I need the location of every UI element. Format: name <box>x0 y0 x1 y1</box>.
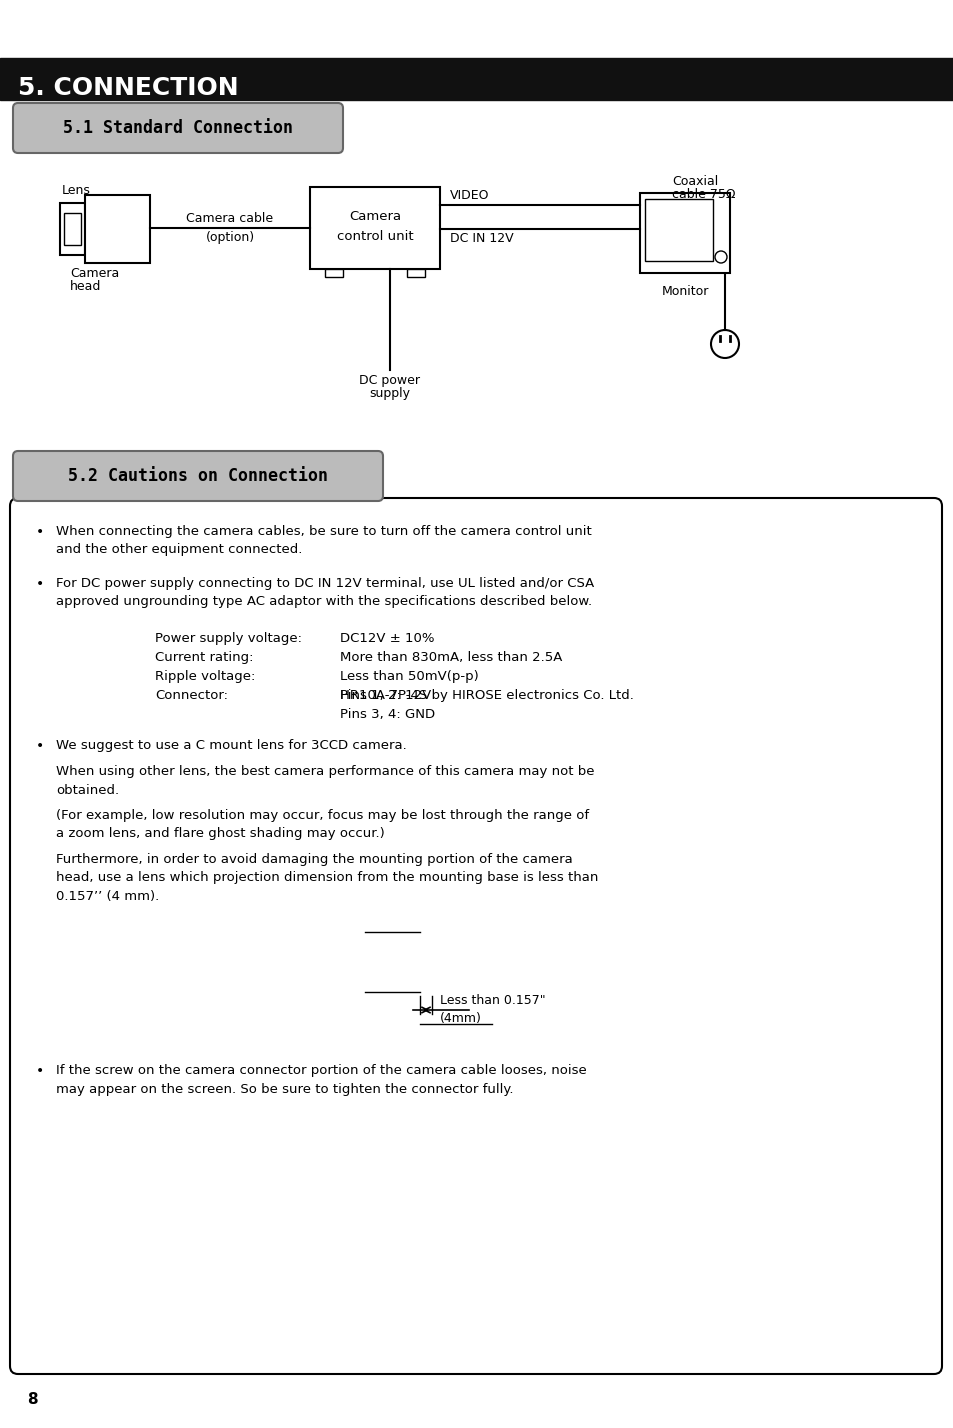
Bar <box>365 932 371 992</box>
Text: 8: 8 <box>27 1392 37 1408</box>
Text: 5. CONNECTION: 5. CONNECTION <box>18 76 238 100</box>
Bar <box>644 198 712 261</box>
Text: •: • <box>36 740 44 753</box>
Text: Ripple voltage:: Ripple voltage: <box>154 670 255 683</box>
Bar <box>372 932 377 992</box>
Text: Camera: Camera <box>349 210 400 224</box>
Text: Coaxial: Coaxial <box>671 176 718 188</box>
Text: •: • <box>36 1064 44 1078</box>
Text: •: • <box>36 577 44 591</box>
Text: head: head <box>70 280 101 293</box>
Text: DC power: DC power <box>359 374 420 387</box>
FancyBboxPatch shape <box>13 103 343 153</box>
Text: (option): (option) <box>205 231 254 244</box>
Bar <box>64 213 81 246</box>
Bar <box>386 932 392 992</box>
Text: Monitor: Monitor <box>660 286 708 298</box>
Bar <box>60 203 85 256</box>
Text: Current rating:: Current rating: <box>154 651 253 664</box>
Text: Pins 3, 4: GND: Pins 3, 4: GND <box>339 708 435 721</box>
Text: Connector:: Connector: <box>154 688 228 703</box>
FancyBboxPatch shape <box>10 498 941 1374</box>
Text: We suggest to use a C mount lens for 3CCD camera.: We suggest to use a C mount lens for 3CC… <box>56 740 406 753</box>
Text: supply: supply <box>369 387 410 400</box>
Text: Camera: Camera <box>70 267 119 280</box>
Text: (4mm): (4mm) <box>439 1012 481 1025</box>
Text: More than 830mA, less than 2.5A: More than 830mA, less than 2.5A <box>339 651 561 664</box>
Text: (For example, low resolution may occur, focus may be lost through the range of
a: (For example, low resolution may occur, … <box>56 810 589 841</box>
Bar <box>407 932 413 992</box>
Text: HR10A-7P-4S by HIROSE electronics Co. Ltd.: HR10A-7P-4S by HIROSE electronics Co. Lt… <box>339 688 633 703</box>
Bar <box>0 59 953 100</box>
Text: Furthermore, in order to avoid damaging the mounting portion of the camera
head,: Furthermore, in order to avoid damaging … <box>56 853 598 902</box>
FancyBboxPatch shape <box>13 451 382 501</box>
Text: Power supply voltage:: Power supply voltage: <box>154 633 302 645</box>
Bar <box>310 187 439 268</box>
Text: •: • <box>36 526 44 538</box>
Text: DC12V ± 10%: DC12V ± 10% <box>339 633 434 645</box>
Bar <box>325 268 343 277</box>
Text: 5.1 Standard Connection: 5.1 Standard Connection <box>63 119 293 137</box>
Bar <box>393 932 398 992</box>
Bar <box>419 948 432 975</box>
Text: VIDEO: VIDEO <box>450 188 489 201</box>
Text: 5.2 Cautions on Connection: 5.2 Cautions on Connection <box>68 467 328 486</box>
Circle shape <box>714 251 726 263</box>
Bar <box>378 932 385 992</box>
Bar <box>85 196 150 263</box>
Text: When connecting the camera cables, be sure to turn off the camera control unit
a: When connecting the camera cables, be su… <box>56 526 591 557</box>
Text: DC IN 12V: DC IN 12V <box>450 231 513 246</box>
Text: Less than 0.157": Less than 0.157" <box>439 994 545 1007</box>
Text: Lens: Lens <box>62 184 91 197</box>
Text: control unit: control unit <box>336 230 413 244</box>
Text: When using other lens, the best camera performance of this camera may not be
obt: When using other lens, the best camera p… <box>56 765 594 797</box>
Text: Less than 50mV(p-p): Less than 50mV(p-p) <box>339 670 478 683</box>
Bar <box>407 268 424 277</box>
Bar <box>399 932 406 992</box>
Text: Camera cable: Camera cable <box>186 211 274 226</box>
Text: Pins 1, 2: 12V: Pins 1, 2: 12V <box>339 688 431 703</box>
Bar <box>639 193 729 273</box>
Bar <box>285 928 365 995</box>
Text: cable 75Ω: cable 75Ω <box>671 188 735 201</box>
Circle shape <box>710 330 739 358</box>
Text: For DC power supply connecting to DC IN 12V terminal, use UL listed and/or CSA
a: For DC power supply connecting to DC IN … <box>56 577 594 608</box>
Text: If the screw on the camera connector portion of the camera cable looses, noise
m: If the screw on the camera connector por… <box>56 1064 586 1095</box>
